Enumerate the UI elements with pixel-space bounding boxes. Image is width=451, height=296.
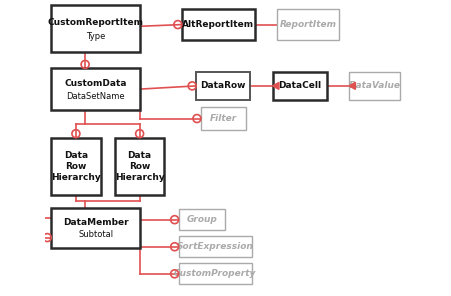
- Bar: [272, 72, 326, 100]
- Text: AltReportItem: AltReportItem: [182, 20, 254, 29]
- Text: SortExpression: SortExpression: [176, 242, 253, 251]
- Text: CustomProperty: CustomProperty: [174, 269, 256, 278]
- Bar: [178, 237, 251, 257]
- Polygon shape: [272, 82, 278, 89]
- Text: Data
Row
Hierarchy: Data Row Hierarchy: [115, 151, 164, 182]
- Text: Group: Group: [186, 215, 216, 224]
- Bar: [348, 72, 399, 100]
- Text: ReportItem: ReportItem: [279, 20, 336, 29]
- Text: DataMember: DataMember: [63, 218, 129, 226]
- Text: CustomReportItem: CustomReportItem: [48, 17, 143, 27]
- Bar: [51, 68, 140, 110]
- Bar: [178, 263, 251, 284]
- Text: DataSetName: DataSetName: [66, 92, 125, 101]
- Bar: [277, 9, 339, 40]
- Text: DataValue: DataValue: [348, 81, 400, 90]
- Bar: [51, 208, 140, 247]
- Text: Data
Row
Hierarchy: Data Row Hierarchy: [51, 151, 101, 182]
- Text: CustomData: CustomData: [64, 79, 127, 88]
- Bar: [196, 72, 250, 100]
- Text: Type: Type: [86, 32, 105, 41]
- Text: Subtotal: Subtotal: [78, 230, 113, 239]
- Bar: [201, 107, 245, 130]
- Text: DataRow: DataRow: [200, 81, 245, 90]
- Bar: [51, 5, 140, 52]
- Bar: [115, 138, 164, 195]
- Bar: [181, 9, 254, 40]
- Polygon shape: [348, 82, 354, 89]
- Bar: [178, 209, 224, 230]
- Bar: [51, 138, 101, 195]
- Text: Filter: Filter: [209, 114, 236, 123]
- Text: DataCell: DataCell: [277, 81, 321, 90]
